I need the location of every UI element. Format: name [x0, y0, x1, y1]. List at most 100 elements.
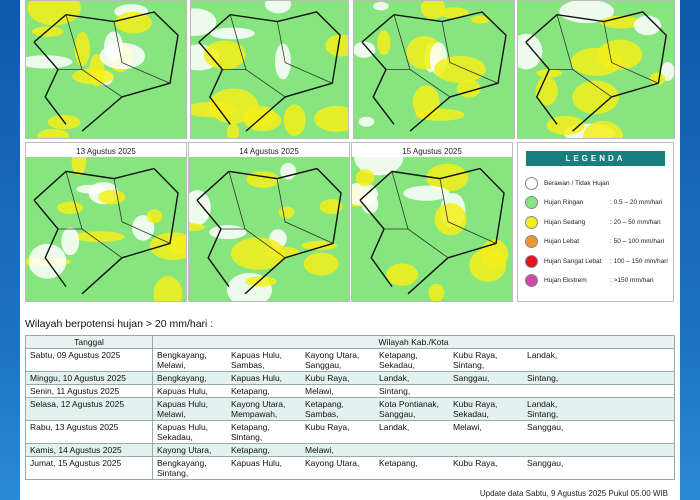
map-panel [353, 0, 515, 139]
rain-patch [433, 55, 486, 83]
region: Ketapang, [231, 445, 270, 455]
rain-patch [231, 237, 286, 270]
region-list: Kapuas Hulu, Kayong Utara, Ketapang, Kota P… [157, 399, 670, 419]
date-cell: Kamis, 14 Agustus 2025 [25, 443, 153, 457]
rain-patch [98, 189, 126, 205]
date-cell: Minggu, 10 Agustus 2025 [25, 371, 153, 385]
rain-patch [583, 121, 623, 138]
coastline [196, 167, 342, 295]
rain-patch [283, 104, 306, 136]
region-list: Bengkayang, Kapuas Hulu, Kubu Raya, Landak,… [157, 373, 670, 383]
region: Kubu Raya, [453, 399, 498, 409]
district-border [386, 14, 499, 98]
region: Kapuas Hulu, [157, 386, 209, 396]
region-list: Bengkayang, Kapuas Hulu, Kayong Utara, Keta… [157, 458, 670, 478]
right-strip [680, 0, 700, 500]
coastline [359, 167, 505, 295]
legend-swatch [525, 196, 538, 209]
region: Sanggau, [379, 409, 416, 419]
map-image [191, 1, 348, 138]
district-border [549, 14, 659, 98]
date-cell: Rabu, 13 Agustus 2025 [25, 420, 153, 444]
regions-cell: Kapuas Hulu, Kayong Utara, Ketapang, Kota P… [152, 397, 675, 421]
rain-patch [412, 85, 440, 120]
rain-patch [37, 128, 70, 138]
table-row: Jumat, 15 Agustus 2025 Bengkayang, Kapuas … [25, 456, 675, 480]
map-date: 13 Agustus 2025 [76, 147, 136, 156]
region: Landak, [527, 350, 558, 360]
region: Kapuas Hulu, [157, 422, 209, 432]
region: Kubu Raya, [305, 422, 350, 432]
rain-patch [319, 199, 343, 215]
coastline [198, 11, 341, 132]
rain-patch [71, 157, 87, 176]
region: Ketapang, [231, 386, 270, 396]
region: Bengkayang, [157, 373, 207, 383]
legend-range: : 50 – 100 mm/hari [610, 238, 665, 245]
region: Kapuas Hulu, [231, 373, 283, 383]
legend-label: Hujan Ekstrem [544, 277, 587, 284]
region: Sintang, [453, 360, 485, 370]
footer: Update data Sabtu, 9 Agustus 2025 Pukul … [479, 489, 668, 498]
rain-patch [426, 163, 469, 192]
rain-patch [572, 80, 619, 115]
rain-patch [278, 206, 295, 219]
region-table: Tanggal Wilayah Kab./Kota Sabtu, 09 Agus… [25, 335, 675, 480]
rain-patch [420, 1, 446, 19]
region: Ketapang, [379, 350, 418, 360]
region: Sintang, [527, 409, 559, 419]
map-image [354, 1, 514, 138]
rain-patch [115, 11, 152, 34]
coastline [33, 11, 179, 132]
header-row: Tanggal Wilayah Kab./Kota [25, 335, 675, 349]
rain-patch [570, 47, 622, 76]
column-header: Wilayah Kab./Kota [152, 335, 675, 349]
rain-patch [361, 194, 379, 215]
rain-patch [546, 115, 585, 135]
region: Bengkayang, [157, 350, 207, 360]
region: Landak, [379, 373, 410, 383]
region: Kapuas Hulu, [157, 399, 209, 409]
rain-patch [191, 101, 237, 118]
date-cell: Sabtu, 09 Agustus 2025 [25, 348, 153, 372]
region: Sanggau, [527, 458, 564, 468]
region: Kapuas Hulu, [231, 350, 283, 360]
region: Bengkayang, [157, 458, 207, 468]
table-row: Rabu, 13 Agustus 2025 Kapuas Hulu, Ketapan… [25, 420, 675, 444]
legend-label: Berawan / Tidak Hujan [544, 179, 610, 187]
legend-title: LEGENDA [526, 151, 665, 166]
regions-cell: Bengkayang, Kapuas Hulu, Kayong Utara, Keta… [152, 348, 675, 372]
map-panel [190, 0, 349, 139]
regions-cell: Kayong Utara, Ketapang, Melawi, [152, 443, 675, 457]
rain-patch [325, 34, 348, 57]
table-row: Selasa, 12 Agustus 2025 Kapuas Hulu, Kayon… [25, 397, 675, 421]
map-image [26, 1, 186, 138]
legend-range: : 0.5 – 20 mm/hari [610, 199, 663, 206]
region: Sekadau, [379, 360, 415, 370]
region: Kayong Utara, [305, 350, 360, 360]
region: Kubu Raya, [305, 373, 350, 383]
region: Kapuas Hulu, [231, 458, 283, 468]
rain-patch [649, 72, 666, 86]
district-border [58, 14, 171, 98]
legend-range: : >150 mm/hari [610, 277, 654, 284]
region: Landak, [379, 422, 410, 432]
region: Kota Pontianak, [379, 399, 440, 409]
date-cell: Selasa, 12 Agustus 2025 [25, 397, 153, 421]
rain-patch [303, 252, 339, 276]
region: Sekadau, [157, 432, 193, 442]
rain-patch [377, 30, 391, 56]
coastline [525, 11, 667, 132]
region: Melawi, [453, 422, 482, 432]
regions-cell: Kapuas Hulu, Ketapang, Kubu Raya, Landak, Me… [152, 420, 675, 444]
rain-patch [434, 203, 467, 236]
region: Sintang, [157, 468, 189, 478]
region: Kayong Utara, [231, 399, 286, 409]
rain-patch [153, 276, 183, 301]
rain-patch [385, 263, 419, 286]
rain-patch [76, 184, 106, 194]
region-list: Bengkayang, Kapuas Hulu, Kayong Utara, Keta… [157, 350, 670, 370]
rain-patch [146, 209, 163, 224]
regions-cell: Bengkayang, Kapuas Hulu, Kayong Utara, Keta… [152, 456, 675, 480]
map-date: 14 Agustus 2025 [239, 147, 299, 156]
